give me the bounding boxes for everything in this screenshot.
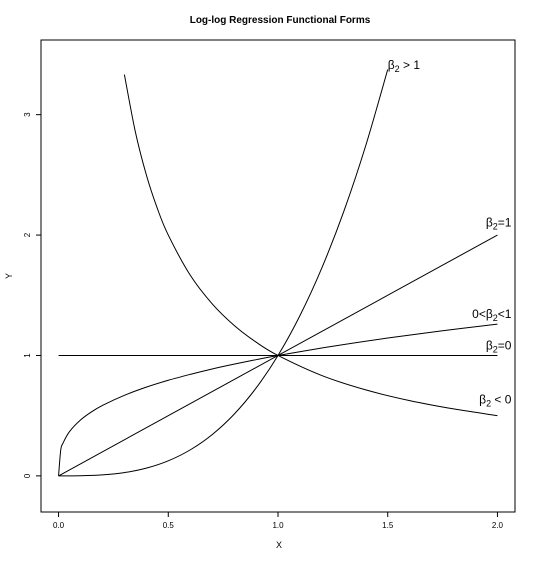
y-tick-label: 3 <box>23 112 32 117</box>
series-line-0 <box>58 69 389 477</box>
chart-title: Log-log Regression Functional Forms <box>190 15 371 26</box>
series-labels: β2 > 1 β2=1 0<β2<1 β2=0 β2 < 0 <box>388 58 512 409</box>
series-label-1: β2=1 <box>486 216 512 232</box>
series-label-2: 0<β2<1 <box>472 307 512 323</box>
series-label-3: β2=0 <box>486 338 512 354</box>
x-tick-label: 2.0 <box>492 521 504 530</box>
x-tick-label: 0.5 <box>163 521 175 530</box>
y-tick-label: 2 <box>23 232 32 237</box>
y-axis: 0 1 2 3 <box>23 112 41 478</box>
x-axis-label: X <box>276 540 282 550</box>
y-tick-label: 0 <box>23 473 32 478</box>
series-label-4: β2 < 0 <box>479 393 512 409</box>
series-label-0: β2 > 1 <box>388 58 421 74</box>
series-lines <box>58 69 498 477</box>
x-tick-label: 1.0 <box>272 521 284 530</box>
x-axis: 0.0 0.5 1.0 1.5 2.0 <box>53 512 504 530</box>
series-line-2 <box>58 323 498 476</box>
x-tick-label: 0.0 <box>53 521 65 530</box>
y-axis-label: Y <box>4 273 14 279</box>
y-tick-label: 1 <box>23 353 32 358</box>
x-tick-label: 1.5 <box>382 521 394 530</box>
series-line-4 <box>123 74 498 417</box>
